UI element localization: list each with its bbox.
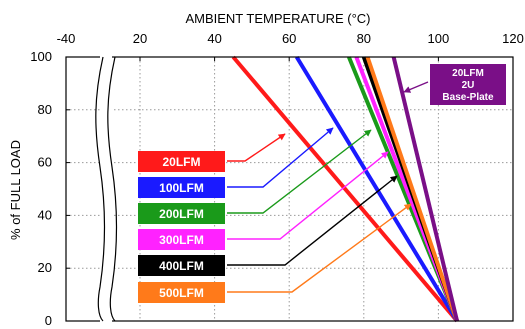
x-tick-label: 120 [502, 31, 524, 46]
axis-break-band [100, 56, 112, 322]
y-axis-title: % of FULL LOAD [8, 140, 23, 240]
badge-500lfm [138, 282, 225, 303]
baseplate-box-line: 20LFM [452, 68, 484, 79]
badge-200lfm [138, 203, 225, 224]
x-tick-label: 20 [133, 31, 147, 46]
badge-label: 100LFM [159, 181, 204, 195]
series-line-100lfm [294, 55, 459, 323]
x-tick-label: 60 [282, 31, 296, 46]
leader-arrow [227, 127, 334, 188]
y-tick-label: 60 [38, 155, 52, 170]
y-tick-label: 0 [45, 313, 52, 328]
badge-label: 20LFM [162, 155, 200, 169]
axis-break-line-right [107, 56, 118, 322]
series-line-20lfm [231, 55, 459, 323]
baseplate-arrow [403, 81, 429, 93]
leader-arrow [227, 203, 412, 293]
leader-arrow [227, 133, 286, 162]
badge-100lfm [138, 177, 225, 198]
x-tick-label: 80 [357, 31, 371, 46]
y-tick-label: 40 [38, 207, 52, 222]
x-tick-label: 100 [428, 31, 450, 46]
x-tick-label: 40 [207, 31, 221, 46]
y-tick-label: 80 [38, 102, 52, 117]
badge-label: 500LFM [159, 286, 204, 300]
badge-label: 300LFM [159, 233, 204, 247]
y-tick-label: 100 [30, 49, 52, 64]
x-axis-title: AMBIENT TEMPERATURE (°C) [185, 11, 370, 26]
badge-label: 200LFM [159, 207, 204, 221]
x-tick-label: -40 [57, 31, 76, 46]
baseplate-box-line: 2U [462, 80, 475, 91]
badge-300lfm [138, 229, 225, 250]
badge-20lfm [138, 151, 225, 172]
axis-break-line-left [95, 56, 106, 322]
series-line-500lfm [365, 56, 459, 322]
badge-400lfm [138, 255, 225, 276]
leader-arrow [227, 175, 398, 266]
leader-arrow [227, 151, 389, 240]
baseplate-box [430, 64, 506, 105]
badge-label: 400LFM [159, 259, 204, 273]
leader-arrow [227, 129, 372, 214]
baseplate-box-line: Base-Plate [442, 92, 494, 103]
series-line-20lfm-2u-base-plate [391, 56, 459, 322]
y-tick-label: 20 [38, 260, 52, 275]
